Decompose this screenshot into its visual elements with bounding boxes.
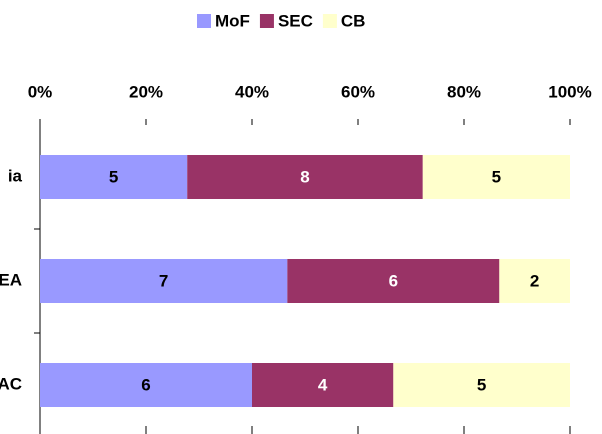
x-tick-label: 100%	[548, 82, 591, 101]
y-tick-label: AC	[0, 374, 22, 393]
data-label: 4	[318, 375, 328, 394]
x-tick-label: 20%	[129, 82, 163, 101]
bar-segment	[40, 155, 188, 199]
bar-segment	[187, 155, 423, 199]
x-tick-label: 0%	[28, 82, 53, 101]
data-label: 5	[492, 167, 501, 186]
bar-segment	[499, 259, 570, 303]
y-tick-label: EA	[0, 270, 22, 289]
legend-swatch	[197, 14, 211, 28]
y-tick-label: ia	[8, 166, 23, 185]
bar-segment	[40, 259, 288, 303]
data-label: 5	[477, 375, 486, 394]
data-label: 6	[389, 271, 398, 290]
data-label: 8	[300, 167, 309, 186]
data-label: 2	[530, 271, 539, 290]
data-label: 6	[141, 375, 150, 394]
data-label: 5	[109, 167, 118, 186]
legend-label: SEC	[278, 11, 313, 30]
x-tick-label: 80%	[447, 82, 481, 101]
legend-label: CB	[341, 11, 366, 30]
x-tick-label: 60%	[341, 82, 375, 101]
bar-segment	[393, 363, 570, 407]
bar-segment	[287, 259, 500, 303]
data-label: 7	[159, 271, 168, 290]
bar-segment	[40, 363, 252, 407]
bar-segment	[422, 155, 570, 199]
legend-swatch	[322, 14, 337, 28]
x-tick-label: 40%	[235, 82, 269, 101]
legend-label: MoF	[215, 11, 250, 30]
bar-segment	[252, 363, 394, 407]
legend-swatch	[259, 14, 274, 28]
